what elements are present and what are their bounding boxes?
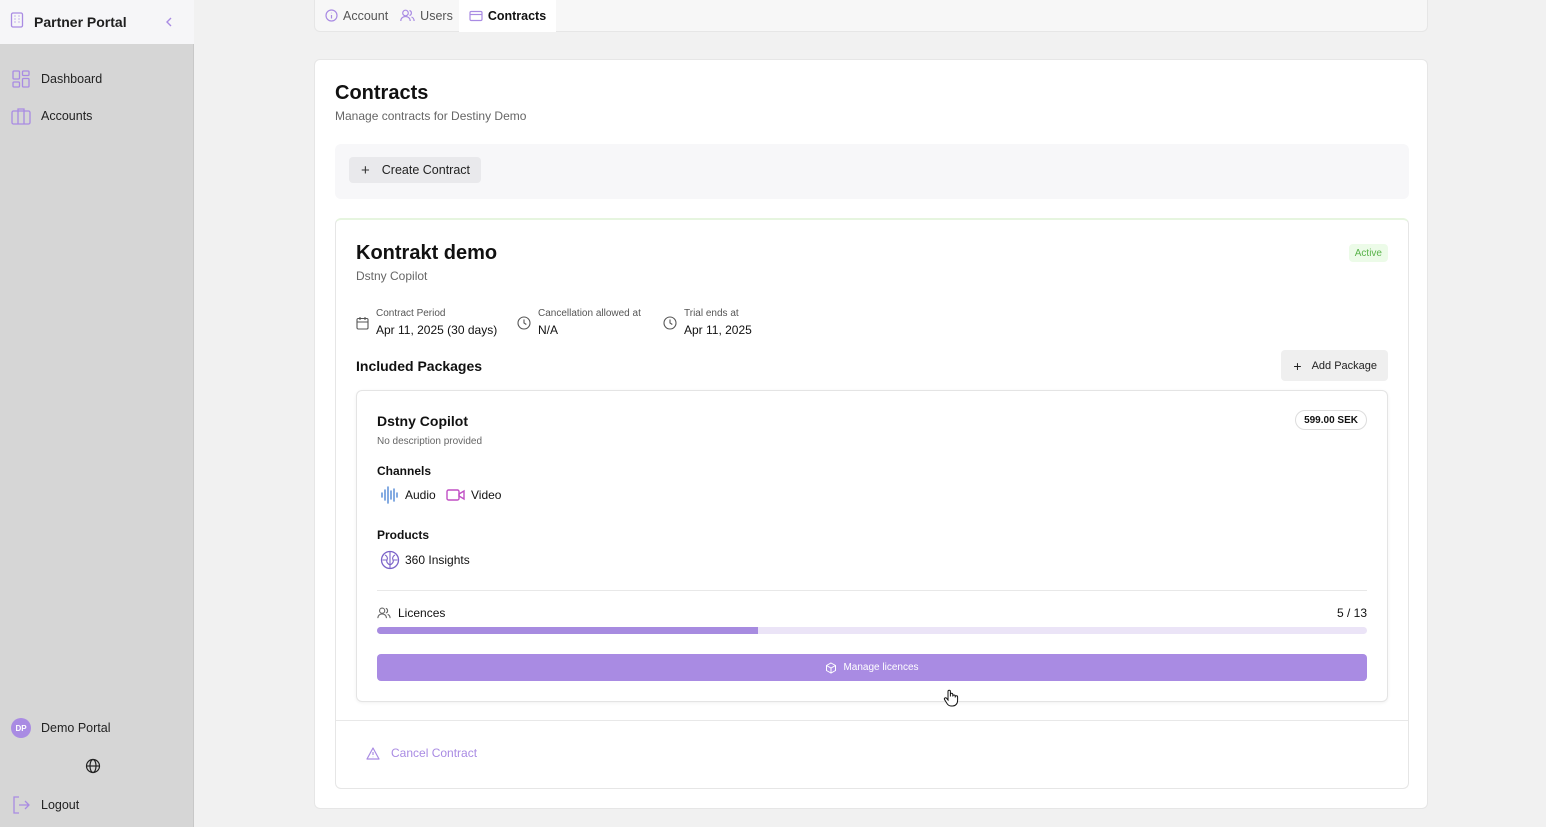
channel-label: Video xyxy=(471,488,502,502)
sidebar-item-label: Dashboard xyxy=(41,72,103,86)
hand-cursor-icon xyxy=(943,689,959,712)
package-description: No description provided xyxy=(377,436,483,447)
licences-progress-fill xyxy=(377,627,758,634)
cancel-contract-button[interactable]: Cancel Contract xyxy=(366,746,477,760)
plus-icon: + xyxy=(361,161,370,179)
tab-label: Account xyxy=(343,8,389,23)
calendar-icon xyxy=(356,317,369,330)
price-badge: 599.00 SEK xyxy=(1295,410,1367,430)
divider xyxy=(377,590,1367,591)
contracts-toolbar: + Create Contract xyxy=(335,144,1409,199)
package-name: Dstny Copilot xyxy=(377,413,468,429)
meta-label: Contract Period xyxy=(376,308,446,319)
package-card: Dstny Copilot No description provided 59… xyxy=(356,390,1388,702)
package-box-icon xyxy=(826,661,837,674)
sidebar-item-label: Accounts xyxy=(41,109,93,123)
briefcase-icon xyxy=(11,106,31,126)
product-label: 360 Insights xyxy=(405,553,470,567)
sidebar-item-accounts[interactable]: Accounts xyxy=(0,103,194,129)
dashboard-icon xyxy=(11,69,31,89)
tab-label: Contracts xyxy=(487,8,547,23)
warning-icon xyxy=(366,746,380,760)
packages-heading: Included Packages xyxy=(356,358,483,374)
sidebar: Partner Portal Dashboard Accounts DP Dem… xyxy=(0,0,194,827)
clock-icon xyxy=(517,316,531,330)
users-icon xyxy=(377,607,391,619)
channel-video: Video xyxy=(446,488,501,502)
tab-label: Users xyxy=(420,8,453,23)
add-package-label: Add Package xyxy=(1311,359,1377,372)
channels-label: Channels xyxy=(377,464,432,478)
tab-account[interactable]: Account xyxy=(319,0,394,32)
contract-product: Dstny Copilot xyxy=(356,269,428,283)
sidebar-nav: Dashboard Accounts xyxy=(0,66,194,140)
clock-icon xyxy=(663,316,677,330)
licences-progress-bar xyxy=(377,627,1367,634)
brain-icon xyxy=(380,550,400,570)
sidebar-item-dashboard[interactable]: Dashboard xyxy=(0,66,194,92)
tab-bar: Account Users Contracts xyxy=(314,0,1428,32)
building-icon xyxy=(10,11,24,33)
user-menu[interactable]: DP Demo Portal xyxy=(11,718,110,738)
page-title: Contracts xyxy=(335,82,429,104)
info-icon xyxy=(325,9,338,22)
manage-licences-button[interactable]: Manage licences xyxy=(377,654,1367,681)
cancellation-allowed: Cancellation allowed at N/A xyxy=(517,307,641,338)
create-contract-button[interactable]: + Create Contract xyxy=(349,157,481,183)
licences-label: Licences xyxy=(398,606,446,620)
products-label: Products xyxy=(377,528,430,542)
logout-icon xyxy=(11,795,31,815)
users-icon xyxy=(400,9,415,22)
meta-label: Trial ends at xyxy=(684,308,739,319)
meta-value: N/A xyxy=(538,323,559,337)
cancel-contract-label: Cancel Contract xyxy=(391,746,478,760)
licences-row: Licences 5 / 13 xyxy=(377,606,1367,620)
main-panel: Contracts Manage contracts for Destiny D… xyxy=(314,59,1428,809)
video-camera-icon xyxy=(446,489,465,501)
add-package-button[interactable]: + Add Package xyxy=(1281,350,1388,381)
status-badge: Active xyxy=(1348,244,1388,262)
tab-contracts[interactable]: Contracts xyxy=(458,0,557,32)
user-name: Demo Portal xyxy=(41,721,111,735)
channel-audio: Audio xyxy=(380,486,436,504)
collapse-sidebar-button[interactable] xyxy=(162,14,176,30)
brand-title: Partner Portal xyxy=(34,14,127,30)
plus-icon: + xyxy=(1293,357,1302,374)
globe-icon[interactable] xyxy=(85,758,103,776)
meta-label: Cancellation allowed at xyxy=(538,308,641,319)
trial-ends: Trial ends at Apr 11, 2025 xyxy=(663,307,752,338)
create-contract-label: Create Contract xyxy=(381,163,470,177)
divider xyxy=(336,720,1408,721)
card-icon xyxy=(469,10,483,21)
audio-waveform-icon xyxy=(381,486,398,504)
avatar: DP xyxy=(11,718,31,738)
licences-count: 5 / 13 xyxy=(1336,606,1367,620)
product-360-insights: 360 Insights xyxy=(380,550,470,570)
channel-label: Audio xyxy=(405,488,436,502)
manage-licences-label: Manage licences xyxy=(843,662,919,673)
contract-card: Kontrakt demo Dstny Copilot Active Contr… xyxy=(335,218,1409,789)
logout-button[interactable]: Logout xyxy=(11,795,79,815)
logout-label: Logout xyxy=(41,798,80,812)
page-subtitle: Manage contracts for Destiny Demo xyxy=(335,109,527,123)
tab-users[interactable]: Users xyxy=(394,0,459,32)
meta-value: Apr 11, 2025 (30 days) xyxy=(376,323,498,337)
meta-value: Apr 11, 2025 xyxy=(684,323,752,337)
contract-period: Contract Period Apr 11, 2025 (30 days) xyxy=(356,307,497,338)
contract-title: Kontrakt demo xyxy=(356,242,498,264)
sidebar-header: Partner Portal xyxy=(0,0,194,44)
